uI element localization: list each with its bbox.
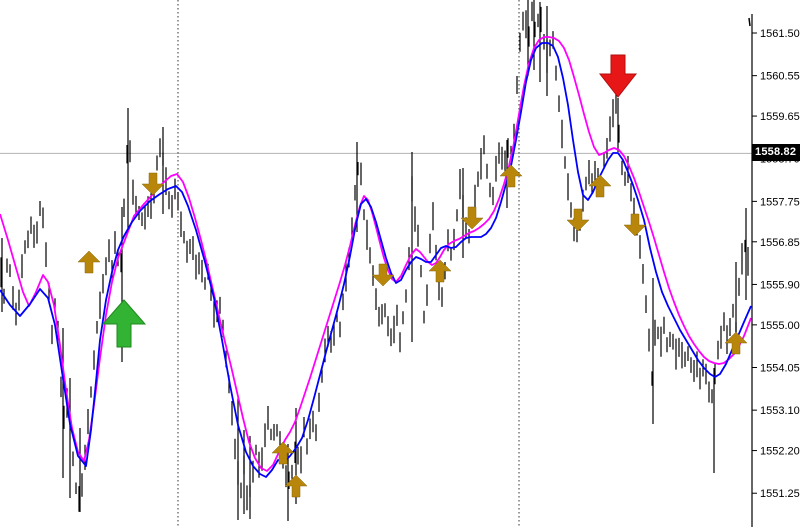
sell-signal-arrow-icon xyxy=(371,263,395,287)
price-axis-label: 1560.55 xyxy=(760,71,800,83)
sell-signal-arrow-icon xyxy=(141,172,165,196)
price-bar-long-wicks xyxy=(1,0,747,521)
price-axis-label: 1555.00 xyxy=(760,320,800,332)
buy-signal-arrow-icon xyxy=(499,164,523,188)
price-axis-label: 1556.85 xyxy=(760,237,800,249)
buy-signal-arrow-icon xyxy=(77,250,101,274)
slow-ma-line xyxy=(0,36,752,472)
price-axis-label: 1553.10 xyxy=(760,405,800,417)
big-sell-arrow-icon xyxy=(598,54,638,98)
buy-signal-arrow-icon xyxy=(284,474,308,498)
buy-signal-arrow-icon xyxy=(428,259,452,283)
axis-top-tick xyxy=(748,17,751,27)
big-buy-arrow-icon xyxy=(101,299,147,348)
sell-signal-arrow-icon xyxy=(566,208,590,232)
price-axis-label: 1554.05 xyxy=(760,363,800,375)
price-axis-label: 1551.25 xyxy=(760,488,800,500)
current-price-label: 1558.82 xyxy=(755,146,797,158)
buy-signal-arrow-icon xyxy=(271,441,295,465)
price-axis-label: 1561.50 xyxy=(760,28,800,40)
price-bars-series xyxy=(0,1,749,512)
sell-signal-arrow-icon xyxy=(460,206,484,230)
fast-ma-line xyxy=(0,42,752,478)
current-price-tag: 1558.82 xyxy=(752,144,800,161)
price-axis-label: 1557.75 xyxy=(760,196,800,208)
buy-signal-arrow-icon xyxy=(588,174,612,198)
sell-signal-arrow-icon xyxy=(623,213,647,237)
price-axis-label: 1552.20 xyxy=(760,446,800,458)
price-axis-label: 1555.90 xyxy=(760,279,800,291)
price-axis-label: 1559.65 xyxy=(760,111,800,123)
buy-signal-arrow-icon xyxy=(724,331,748,355)
